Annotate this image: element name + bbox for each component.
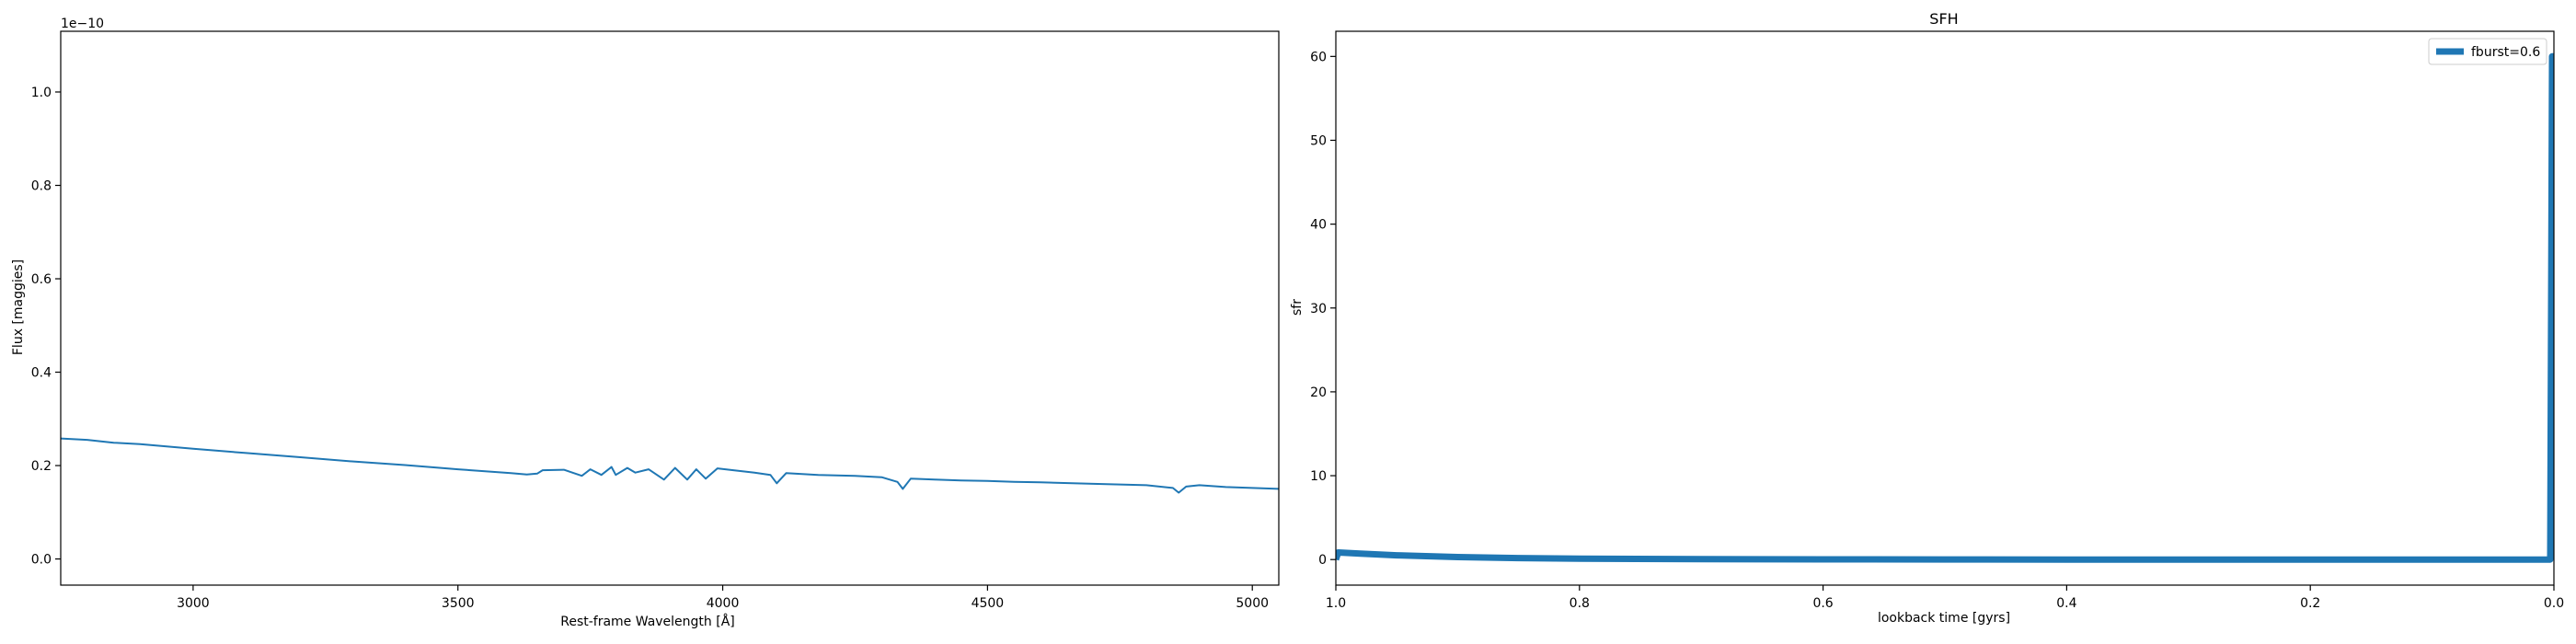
sfh-xtick-label: 0.4 <box>2056 596 2076 611</box>
spectrum-panel: 1e−10 Rest-frame Wavelength [Å] Flux [ma… <box>11 17 1280 629</box>
sfh-ytick-label: 0 <box>1318 553 1327 568</box>
sfh-panel: SFH lookback time [gyrs] sfr 1.0 0.8 0.6 0.… <box>1290 10 2564 626</box>
sfh-xtick-label: 0.6 <box>1812 596 1833 611</box>
spectrum-xtick-label: 5000 <box>1236 596 1269 611</box>
spectrum-ytick-label: 1.0 <box>31 86 52 100</box>
sfh-ytick-label: 10 <box>1310 469 1327 484</box>
spectrum-xlabel: Rest-frame Wavelength [Å] <box>560 614 735 629</box>
sfh-title: SFH <box>1929 10 1958 28</box>
sfh-xtick-label: 0.0 <box>2544 596 2564 611</box>
sfh-legend-box <box>2428 38 2547 65</box>
spectrum-axes-frame <box>60 30 1280 586</box>
spectrum-xtick-label: 3000 <box>177 596 210 611</box>
sfh-xtick-label: 1.0 <box>1326 596 1346 611</box>
sfh-xlabel: lookback time [gyrs] <box>1878 611 2010 626</box>
spectrum-ytick-label: 0.0 <box>31 553 52 568</box>
sfh-ytick-label: 50 <box>1310 133 1327 148</box>
spectrum-xtick-label: 3500 <box>442 596 475 611</box>
sfh-series-line-0 <box>1336 52 2554 563</box>
sfh-xtick-label: 0.2 <box>2300 596 2320 611</box>
spectrum-ytick-label: 0.4 <box>31 366 52 381</box>
spectrum-ytick-label: 0.2 <box>31 459 52 474</box>
spectrum-xtick-label: 4000 <box>707 596 740 611</box>
sfh-ytick-label: 40 <box>1310 218 1327 233</box>
spectrum-ytick-label: 0.8 <box>31 179 52 194</box>
spectrum-ytick-label: 0.6 <box>31 272 52 287</box>
sfh-xtick-label: 0.8 <box>1570 596 1590 611</box>
sfh-legend: fburst=0.6 <box>2428 38 2547 65</box>
sfh-ylabel: sfr <box>1290 299 1305 316</box>
spectrum-ylabel: Flux [maggies] <box>11 259 26 355</box>
spectrum-offset-text: 1e−10 <box>61 17 104 31</box>
sfh-ytick-label: 20 <box>1310 385 1327 400</box>
spectrum-xtick-label: 4500 <box>972 596 1005 611</box>
sfh-legend-label: fburst=0.6 <box>2471 45 2540 60</box>
sfh-ytick-label: 30 <box>1310 302 1327 316</box>
spectrum-series-line-0 <box>61 437 1279 494</box>
sfh-ytick-label: 60 <box>1310 50 1327 64</box>
